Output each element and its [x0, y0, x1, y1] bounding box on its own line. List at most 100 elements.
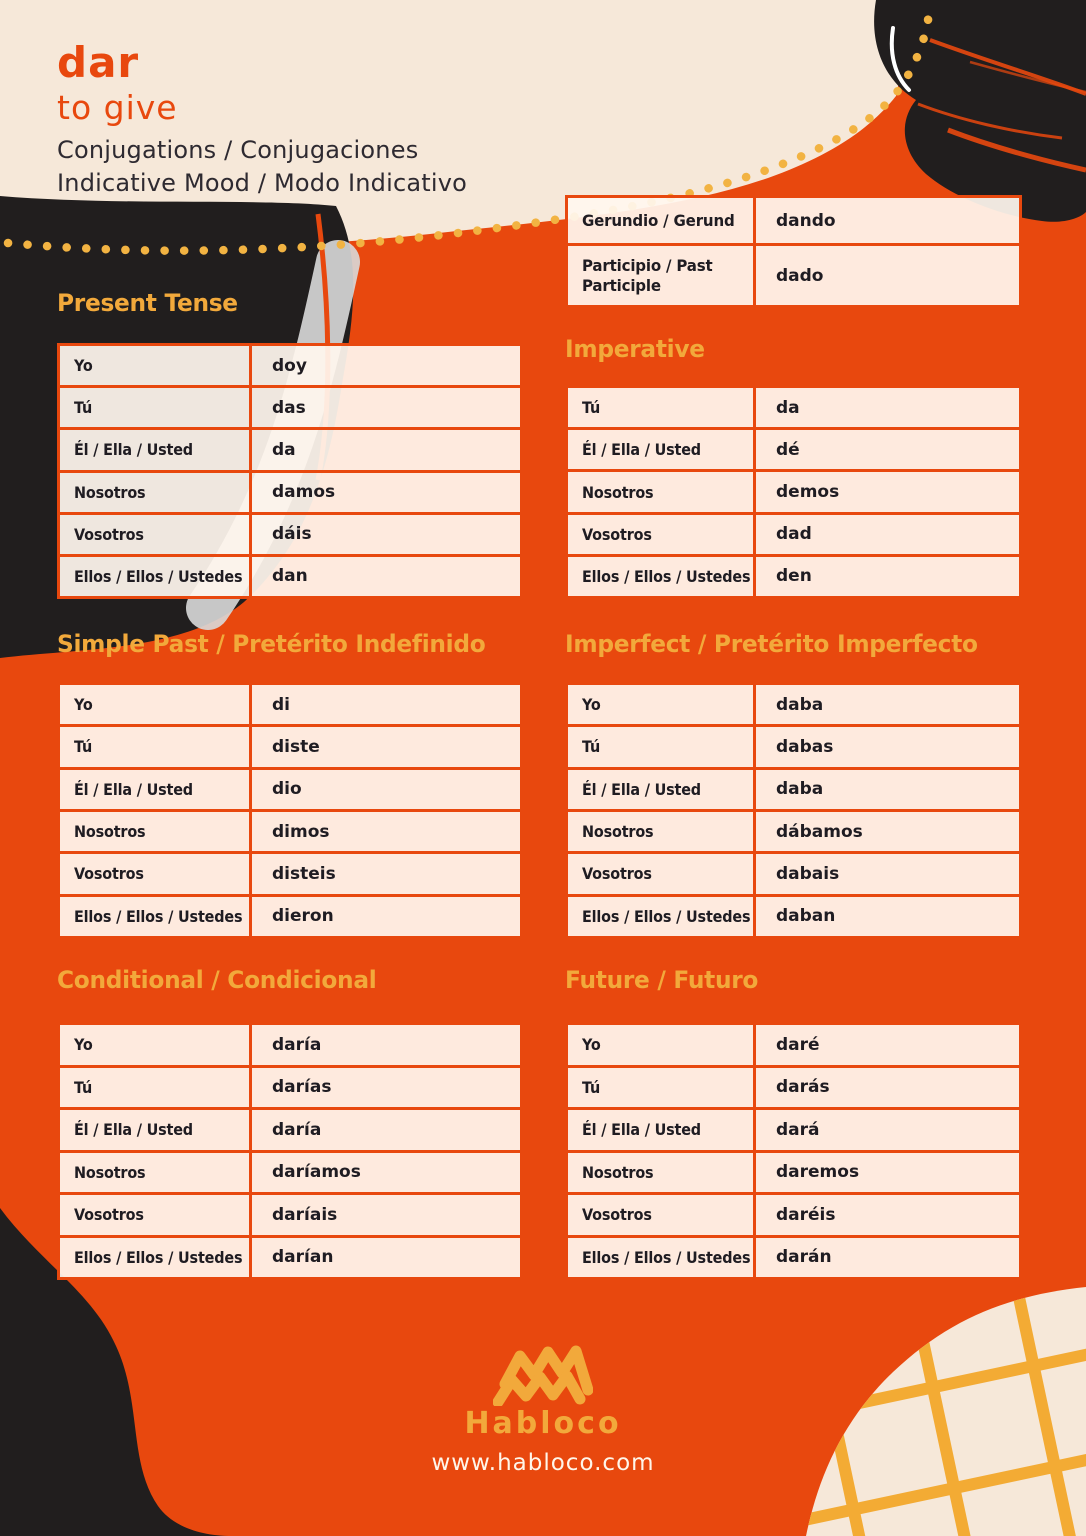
- pronoun-cell: Participio / Past Participle: [568, 246, 756, 305]
- verb-title: dar: [57, 38, 140, 87]
- conjugation-row: Él / Ella / Usted daba: [568, 769, 1019, 812]
- conjugation-row: Nosotros daríamos: [60, 1152, 520, 1195]
- conjugation-cell: dad: [756, 514, 1019, 554]
- pronoun-cell: Nosotros: [568, 472, 756, 512]
- pronoun-cell: Yo: [568, 1025, 756, 1065]
- future-table: Yo daré Tú darás Él / Ella / Usted dará Nosotr…: [565, 1022, 1022, 1280]
- conjugation-cell: dábamos: [756, 811, 1019, 852]
- pronoun-cell: Yo: [60, 1025, 252, 1065]
- conjugation-cell: daré: [756, 1025, 1019, 1065]
- pronoun-cell: Vosotros: [60, 1195, 252, 1235]
- heading-present-tense: Present Tense: [57, 289, 238, 317]
- heading-simple-past: Simple Past / Pretérito Indefinido: [57, 630, 486, 658]
- conjugation-row: Él / Ella / Usted dé: [568, 430, 1019, 473]
- sheet-subtitle: Conjugations / Conjugaciones Indicative …: [57, 134, 467, 200]
- conjugation-cell: daría: [252, 1110, 520, 1150]
- blob-highlight: [889, 26, 911, 92]
- conjugation-cell: dáis: [252, 514, 520, 554]
- conjugation-cell: dabas: [756, 727, 1019, 767]
- header-cream-shape: [0, 0, 912, 249]
- pronoun-cell: Él / Ella / Usted: [568, 769, 756, 809]
- conjugation-row: Nosotros demos: [568, 472, 1019, 515]
- conjugation-cell: daremos: [756, 1152, 1019, 1192]
- conjugation-cell: darías: [252, 1067, 520, 1107]
- conjugation-row: Ellos / Ellos / Ustedes den: [568, 556, 1019, 597]
- conjugation-row: Yo doy: [60, 346, 520, 389]
- conjugation-row: Vosotros daríais: [60, 1195, 520, 1238]
- conjugation-cell: daba: [756, 685, 1019, 725]
- conjugation-row: Él / Ella / Usted daría: [60, 1110, 520, 1153]
- conjugation-row: Tú darías: [60, 1067, 520, 1110]
- gold-grid-pattern: [806, 1287, 1086, 1536]
- pronoun-cell: Ellos / Ellos / Ustedes: [568, 896, 756, 936]
- conjugation-cell: dando: [756, 198, 1019, 243]
- heading-future: Future / Futuro: [565, 966, 759, 994]
- bottomleft-ink-blob: [0, 1208, 232, 1536]
- conjugation-row: Yo daba: [568, 685, 1019, 728]
- heading-conditional: Conditional / Condicional: [57, 966, 377, 994]
- conjugation-row: Ellos / Ellos / Ustedes darán: [568, 1237, 1019, 1277]
- pronoun-cell: Ellos / Ellos / Ustedes: [60, 1237, 252, 1277]
- conjugation-row: Tú diste: [60, 727, 520, 770]
- conjugation-cell: das: [252, 388, 520, 428]
- conjugation-row: Tú darás: [568, 1067, 1019, 1110]
- conjugation-cell: dio: [252, 769, 520, 809]
- conjugation-row: Ellos / Ellos / Ustedes dan: [60, 556, 520, 597]
- pronoun-cell: Ellos / Ellos / Ustedes: [568, 1237, 756, 1277]
- heading-imperative: Imperative: [565, 335, 705, 363]
- pronoun-cell: Tú: [60, 1067, 252, 1107]
- conjugation-row: Nosotros daremos: [568, 1152, 1019, 1195]
- conjugation-row: Nosotros damos: [60, 472, 520, 515]
- pronoun-cell: Él / Ella / Usted: [60, 430, 252, 470]
- dotted-arc: [3, 0, 935, 255]
- pronoun-cell: Nosotros: [568, 811, 756, 852]
- conjugation-cell: darán: [756, 1237, 1019, 1277]
- conjugation-cell: doy: [252, 346, 520, 386]
- pronoun-cell: Ellos / Ellos / Ustedes: [60, 556, 252, 597]
- zigzag-waves-icon: [493, 1345, 593, 1406]
- conjugation-cell: daríamos: [252, 1152, 520, 1192]
- pronoun-cell: Tú: [568, 388, 756, 428]
- conjugation-cell: di: [252, 685, 520, 725]
- conjugation-cell: darían: [252, 1237, 520, 1277]
- pronoun-cell: Nosotros: [568, 1152, 756, 1192]
- brand-name: Habloco: [464, 1406, 622, 1441]
- present-tense-table: Yo doy Tú das Él / Ella / Usted da Nosotros dam…: [57, 343, 523, 599]
- pronoun-cell: Nosotros: [60, 811, 252, 852]
- conjugation-cell: den: [756, 556, 1019, 597]
- simple-past-table: Yo di Tú diste Él / Ella / Usted dio Nosotros d…: [57, 682, 523, 939]
- pronoun-cell: Nosotros: [60, 1152, 252, 1192]
- imperfect-table: Yo daba Tú dabas Él / Ella / Usted daba Nosotr…: [565, 682, 1022, 939]
- conjugation-row: Vosotros dáis: [60, 514, 520, 557]
- conjugation-row: Vosotros disteis: [60, 854, 520, 897]
- conjugation-row: Tú dabas: [568, 727, 1019, 770]
- conjugation-cell: da: [252, 430, 520, 470]
- pronoun-cell: Él / Ella / Usted: [60, 1110, 252, 1150]
- conjugation-row: Él / Ella / Usted dio: [60, 769, 520, 812]
- conjugation-cell: daban: [756, 896, 1019, 936]
- verb-translation: to give: [57, 88, 178, 127]
- conjugation-row: Vosotros dabais: [568, 854, 1019, 897]
- pronoun-cell: Él / Ella / Usted: [60, 769, 252, 809]
- conjugation-row: Yo daría: [60, 1025, 520, 1068]
- pronoun-cell: Ellos / Ellos / Ustedes: [568, 556, 756, 597]
- pronoun-cell: Yo: [568, 685, 756, 725]
- conjugation-row: Yo di: [60, 685, 520, 728]
- conjugation-cell: demos: [756, 472, 1019, 512]
- conjugation-cell: darás: [756, 1067, 1019, 1107]
- conjugation-row: Él / Ella / Usted da: [60, 430, 520, 473]
- conjugation-cell: dará: [756, 1110, 1019, 1150]
- conditional-table: Yo daría Tú darías Él / Ella / Usted daría Nos…: [57, 1022, 523, 1280]
- topright-ink-blob: [874, 0, 1086, 222]
- conjugation-cell: daréis: [756, 1195, 1019, 1235]
- pronoun-cell: Vosotros: [60, 514, 252, 554]
- pronoun-cell: Yo: [60, 685, 252, 725]
- subtitle-line-1: Conjugations / Conjugaciones: [57, 136, 419, 164]
- conjugation-row: Participio / Past Participle dado: [568, 246, 1019, 305]
- pronoun-cell: Vosotros: [568, 854, 756, 894]
- conjugation-cell: daría: [252, 1025, 520, 1065]
- pronoun-cell: Gerundio / Gerund: [568, 198, 756, 243]
- conjugation-row: Gerundio / Gerund dando: [568, 198, 1019, 246]
- pronoun-cell: Vosotros: [568, 1195, 756, 1235]
